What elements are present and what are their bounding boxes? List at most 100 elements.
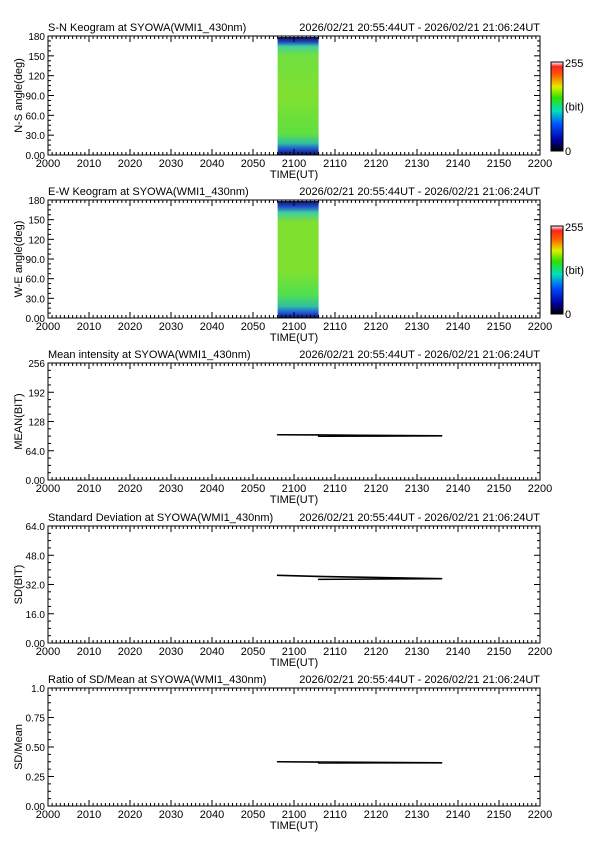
x-tick-label: 2110 <box>323 483 347 495</box>
panel-time-range: 2026/02/21 20:55:44UT - 2026/02/21 21:06… <box>299 512 540 524</box>
x-tick-label: 2140 <box>446 646 470 658</box>
x-tick-label: 2110 <box>323 809 347 821</box>
x-tick-label: 2100 <box>282 483 306 495</box>
y-tick-label: 0.50 <box>26 743 46 754</box>
panel-title: S-N Keogram at SYOWA(WMI1_430nm) <box>48 22 246 34</box>
y-tick-label: 150 <box>28 216 45 227</box>
x-tick-label: 2120 <box>364 158 388 170</box>
x-tick-label: 2050 <box>241 809 265 821</box>
x-tick-label: 2150 <box>487 158 511 170</box>
x-tick-label: 2100 <box>282 158 306 170</box>
series-line <box>277 433 442 438</box>
y-axis-label: SD(BIT) <box>13 565 25 605</box>
y-axis-label: SD/Mean <box>13 724 25 770</box>
y-tick-label: 30.0 <box>26 131 46 142</box>
panel-title: Ratio of SD/Mean at SYOWA(WMI1_430nm) <box>48 674 266 686</box>
x-tick-label: 2150 <box>487 483 511 495</box>
y-tick-label: 60.0 <box>26 111 46 122</box>
x-axis-label: TIME(UT) <box>270 820 318 832</box>
x-tick-label: 2130 <box>405 809 429 821</box>
y-tick-label: 1.0 <box>31 684 45 695</box>
data-point <box>399 577 402 579</box>
data-point <box>440 762 443 764</box>
y-tick-label: 64.0 <box>26 522 46 533</box>
colorbar-unit-label: (bit) <box>565 265 584 277</box>
panel-time-range: 2026/02/21 20:55:44UT - 2026/02/21 21:06… <box>299 674 540 686</box>
panel-time-range: 2026/02/21 20:55:44UT - 2026/02/21 21:06… <box>299 186 540 198</box>
x-tick-label: 2010 <box>77 483 101 495</box>
data-point <box>358 761 361 764</box>
x-tick-label: 2040 <box>200 646 224 658</box>
y-tick-label: 0.00 <box>26 639 46 650</box>
x-tick-label: 2200 <box>528 646 552 658</box>
x-tick-label: 2000 <box>36 158 60 170</box>
data-point <box>440 435 443 437</box>
x-tick-label: 2020 <box>118 321 142 333</box>
y-tick-label: 180 <box>28 196 45 207</box>
x-axis-label: TIME(UT) <box>270 169 318 181</box>
y-axis-label: MEAN(BIT) <box>13 393 25 449</box>
x-tick-label: 2040 <box>200 321 224 333</box>
x-tick-label: 2030 <box>159 483 183 495</box>
x-tick-label: 2000 <box>36 646 60 658</box>
y-tick-label: 0.25 <box>26 773 46 784</box>
y-axis-label: N-S angle(deg) <box>13 58 25 133</box>
plot-frame <box>47 362 541 481</box>
x-axis-label: TIME(UT) <box>270 332 318 344</box>
x-tick-label: 2020 <box>118 809 142 821</box>
data-point <box>317 434 320 436</box>
x-tick-label: 2020 <box>118 646 142 658</box>
panel-title: Mean intensity at SYOWA(WMI1_430nm) <box>48 349 251 361</box>
x-tick-label: 2000 <box>36 809 60 821</box>
data-point <box>317 575 320 578</box>
data-point <box>276 433 279 436</box>
data-point <box>399 761 402 764</box>
x-tick-label: 2110 <box>323 646 347 658</box>
x-tick-label: 2030 <box>159 321 183 333</box>
x-tick-label: 2010 <box>77 646 101 658</box>
x-tick-label: 2100 <box>282 646 306 658</box>
y-tick-label: 120 <box>28 72 45 83</box>
y-tick-label: 192 <box>28 388 45 399</box>
y-axis-label: W-E angle(deg) <box>13 221 25 298</box>
x-tick-label: 2130 <box>405 321 429 333</box>
y-tick-label: 0.00 <box>26 802 46 813</box>
x-tick-label: 2030 <box>159 646 183 658</box>
x-axis-label: TIME(UT) <box>270 657 318 669</box>
x-tick-label: 2050 <box>241 321 265 333</box>
x-tick-label: 2130 <box>405 646 429 658</box>
x-tick-label: 2010 <box>77 809 101 821</box>
x-tick-label: 2030 <box>159 158 183 170</box>
x-tick-label: 2150 <box>487 646 511 658</box>
x-tick-label: 2120 <box>364 321 388 333</box>
x-tick-label: 2110 <box>323 321 347 333</box>
x-tick-label: 2130 <box>405 158 429 170</box>
x-tick-label: 2040 <box>200 483 224 495</box>
x-tick-label: 2120 <box>364 483 388 495</box>
x-tick-label: 2140 <box>446 809 470 821</box>
colorbar-max-label: 255 <box>565 222 583 234</box>
x-tick-label: 2050 <box>241 646 265 658</box>
x-tick-label: 2150 <box>487 321 511 333</box>
series-line <box>277 574 442 581</box>
y-tick-label: 48.0 <box>26 551 46 562</box>
colorbar-unit-label: (bit) <box>565 102 584 114</box>
x-tick-label: 2100 <box>282 321 306 333</box>
data-point <box>276 760 279 763</box>
x-tick-label: 2200 <box>528 483 552 495</box>
y-tick-label: 16.0 <box>26 610 46 621</box>
y-tick-label: 90.0 <box>26 255 46 266</box>
x-tick-label: 2000 <box>36 483 60 495</box>
y-tick-label: 30.0 <box>26 294 46 305</box>
panel-time-range: 2026/02/21 20:55:44UT - 2026/02/21 21:06… <box>299 22 540 34</box>
x-tick-label: 2040 <box>200 158 224 170</box>
x-tick-label: 2020 <box>118 483 142 495</box>
series-line <box>277 760 442 764</box>
x-tick-label: 2120 <box>364 646 388 658</box>
x-tick-label: 2050 <box>241 158 265 170</box>
keogram-image <box>277 201 319 318</box>
colorbar <box>550 61 564 152</box>
y-tick-label: 60.0 <box>26 275 46 286</box>
